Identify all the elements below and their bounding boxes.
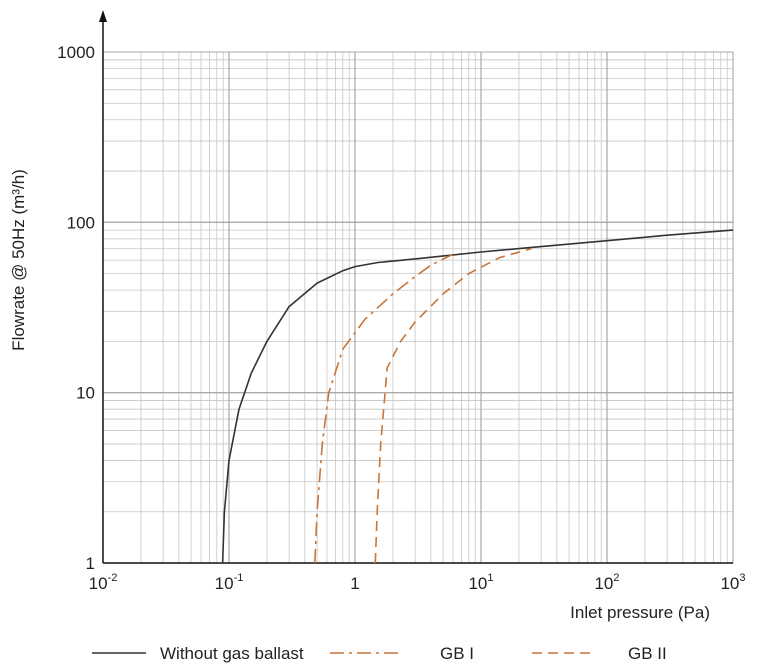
legend-label: Without gas ballast xyxy=(160,644,304,663)
y-axis-label: Flowrate @ 50Hz (m³/h) xyxy=(9,169,28,351)
grid-major xyxy=(102,51,734,564)
x-tick-label: 101 xyxy=(468,572,493,593)
series-line xyxy=(314,253,454,564)
x-tick-label: 102 xyxy=(594,572,619,593)
x-tick-label: 10-1 xyxy=(215,572,244,593)
x-axis-label: Inlet pressure (Pa) xyxy=(570,603,710,622)
x-tick-labels: 10-2 10-1 1 101 102 103 xyxy=(89,572,746,593)
legend: Without gas ballast GB I GB II xyxy=(92,644,667,663)
x-tick-label: 103 xyxy=(720,572,745,593)
x-tick-label: 1 xyxy=(350,574,359,593)
axes xyxy=(99,10,733,564)
y-tick-label: 1 xyxy=(86,554,95,573)
y-tick-labels: 1 10 100 1000 xyxy=(57,43,95,573)
y-tick-label: 10 xyxy=(76,384,95,403)
series-line xyxy=(374,247,532,564)
y-axis-arrow xyxy=(99,10,107,22)
x-tick-label: 10-2 xyxy=(89,572,118,593)
y-tick-label: 1000 xyxy=(57,43,95,62)
y-tick-label: 100 xyxy=(67,213,95,232)
legend-label: GB II xyxy=(628,644,667,663)
series-line xyxy=(221,229,734,564)
legend-label: GB I xyxy=(440,644,474,663)
series-layer xyxy=(221,229,734,564)
grid-minor xyxy=(103,52,733,563)
